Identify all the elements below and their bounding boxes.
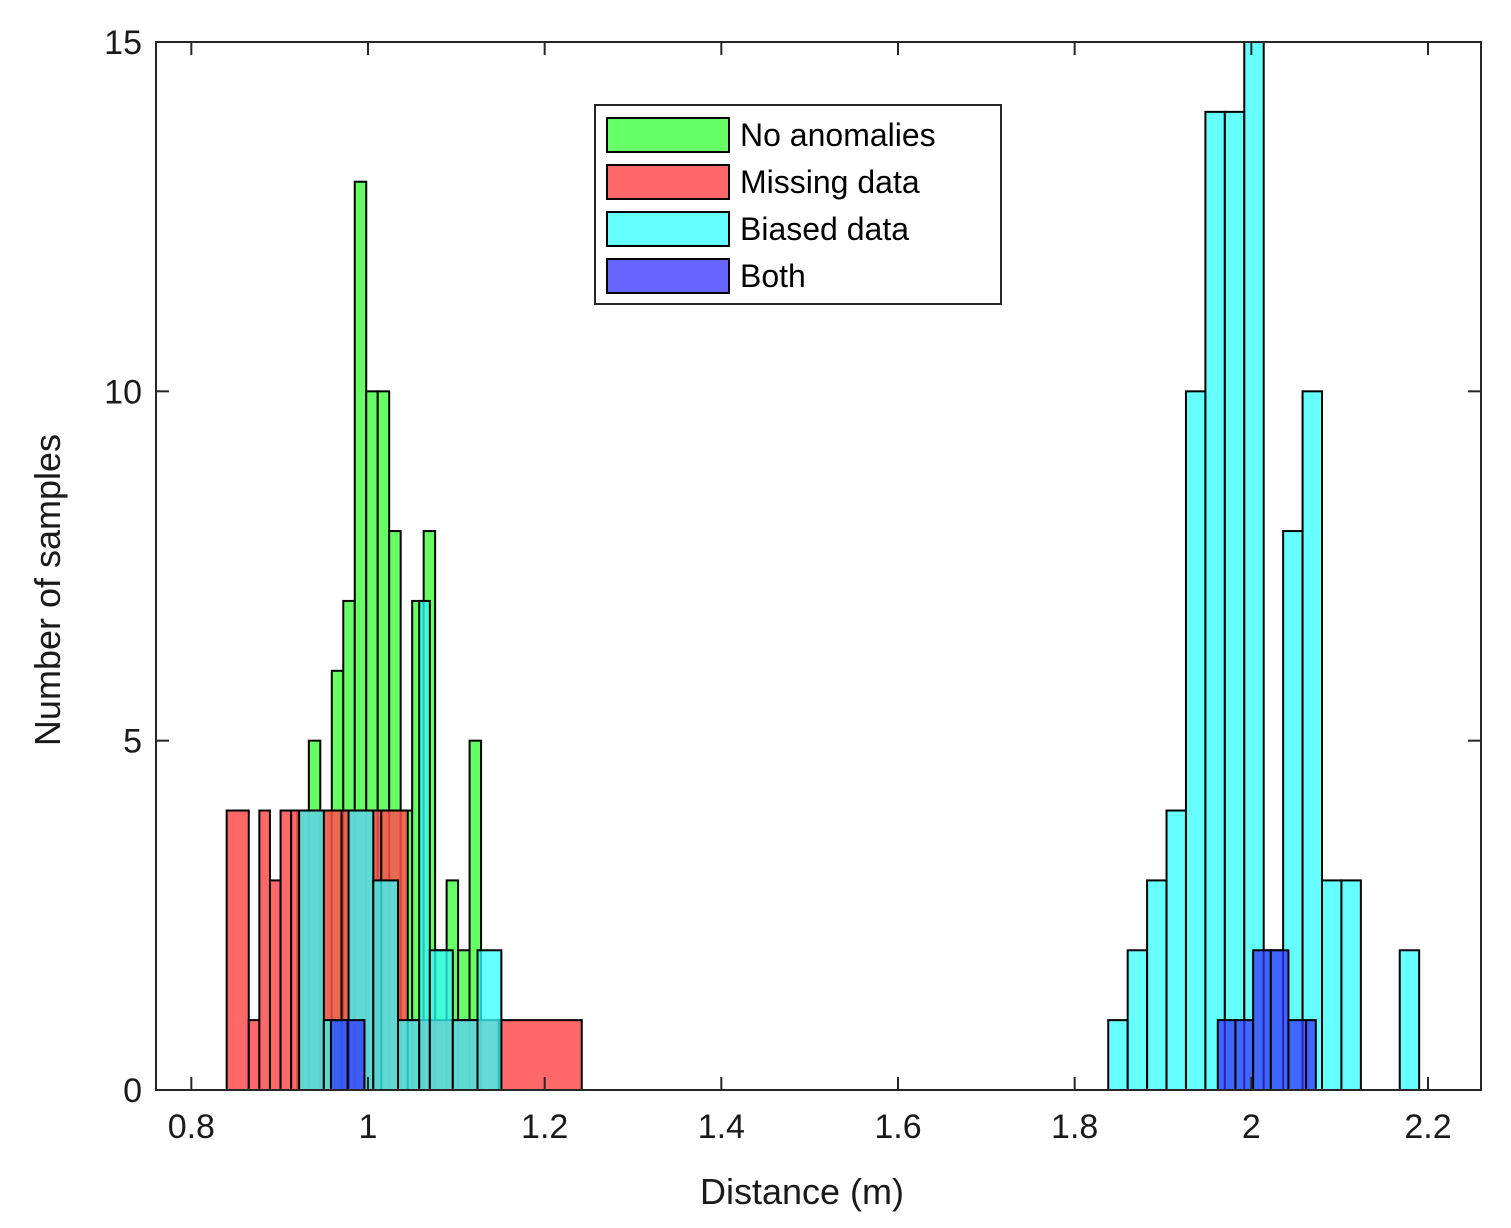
biased-data-bar-14 [1204, 110, 1226, 1092]
legend-item-both: Both [606, 258, 806, 294]
axes-box [155, 41, 1482, 1091]
both-bar-4 [1252, 949, 1272, 1092]
both-bar-7 [1305, 1019, 1317, 1092]
biased-data-bar-9 [1107, 1019, 1129, 1092]
x-tick-label-6: 2 [1242, 1108, 1261, 1146]
both-bar-0 [329, 1019, 349, 1092]
biased-data-bar-20 [1321, 879, 1343, 1092]
biased-data-bar-15 [1223, 110, 1246, 1092]
x-tick-label-2: 1.2 [521, 1108, 568, 1146]
legend-label-missing-data: Missing data [740, 164, 920, 200]
missing-data-bar-2 [258, 809, 271, 1092]
missing-data-bar-3 [268, 879, 282, 1092]
both-bar-6 [1287, 1019, 1308, 1092]
legend-item-biased-data: Biased data [606, 211, 909, 247]
both-bar-5 [1269, 949, 1290, 1092]
x-tick-label-4: 1.6 [874, 1108, 921, 1146]
legend-item-missing-data: Missing data [606, 164, 920, 200]
x-tick-label-7: 2.2 [1404, 1108, 1451, 1146]
biased-data-bar-5 [418, 599, 431, 1091]
missing-data-bar-9 [497, 1019, 583, 1092]
biased-data-bar-21 [1340, 879, 1362, 1092]
x-tick-label-1: 1 [359, 1108, 378, 1146]
y-tick-label-3: 15 [104, 24, 142, 62]
biased-data-bar-11 [1146, 879, 1168, 1092]
biased-data-bar-7 [451, 1019, 479, 1092]
x-tick-label-3: 1.4 [698, 1108, 745, 1146]
both-bar-2 [1216, 1019, 1237, 1092]
missing-data-bar-1 [247, 1019, 261, 1092]
series-both [329, 949, 1317, 1092]
ticks-layer: 0.8 1 1.2 1.4 1.6 1.8 2 2.2 0 5 10 15 [104, 24, 1481, 1146]
legend: No anomalies Missing data Biased data Both [594, 104, 1002, 305]
missing-data-bar-0 [225, 809, 250, 1092]
legend-label-no-anomalies: No anomalies [740, 117, 936, 153]
x-axis-label: Distance (m) [700, 1171, 904, 1212]
y-tick-label-1: 5 [123, 723, 142, 761]
both-bar-1 [346, 1019, 366, 1092]
legend-entries: No anomalies Missing data Biased data Both [606, 117, 936, 294]
biased-data-bar-19 [1301, 390, 1323, 1091]
legend-label-biased-data: Biased data [740, 211, 909, 247]
missing-data-bar-4 [279, 809, 293, 1092]
y-axis-label: Number of samples [27, 434, 68, 746]
y-tick-label-0: 0 [123, 1072, 142, 1110]
biased-data-bar-8 [476, 949, 503, 1092]
y-tick-label-2: 10 [104, 373, 142, 411]
legend-item-no-anomalies: No anomalies [606, 117, 936, 153]
biased-data-bar-3 [372, 879, 400, 1092]
biased-data-bar-10 [1126, 949, 1149, 1092]
x-tick-label-5: 1.8 [1051, 1108, 1098, 1146]
legend-swatch-missing-data [606, 164, 730, 200]
biased-data-bar-4 [397, 1019, 421, 1092]
biased-data-bar-16 [1243, 41, 1265, 1091]
x-tick-label-0: 0.8 [168, 1108, 215, 1146]
biased-data-bar-22 [1398, 949, 1421, 1092]
legend-swatch-no-anomalies [606, 117, 730, 153]
legend-swatch-biased-data [606, 211, 730, 247]
biased-data-bar-12 [1165, 809, 1187, 1092]
biased-data-bar-6 [428, 949, 454, 1092]
biased-data-bar-0 [298, 809, 325, 1092]
biased-data-bar-13 [1184, 390, 1207, 1091]
legend-swatch-both [606, 258, 730, 294]
legend-label-both: Both [740, 258, 806, 294]
